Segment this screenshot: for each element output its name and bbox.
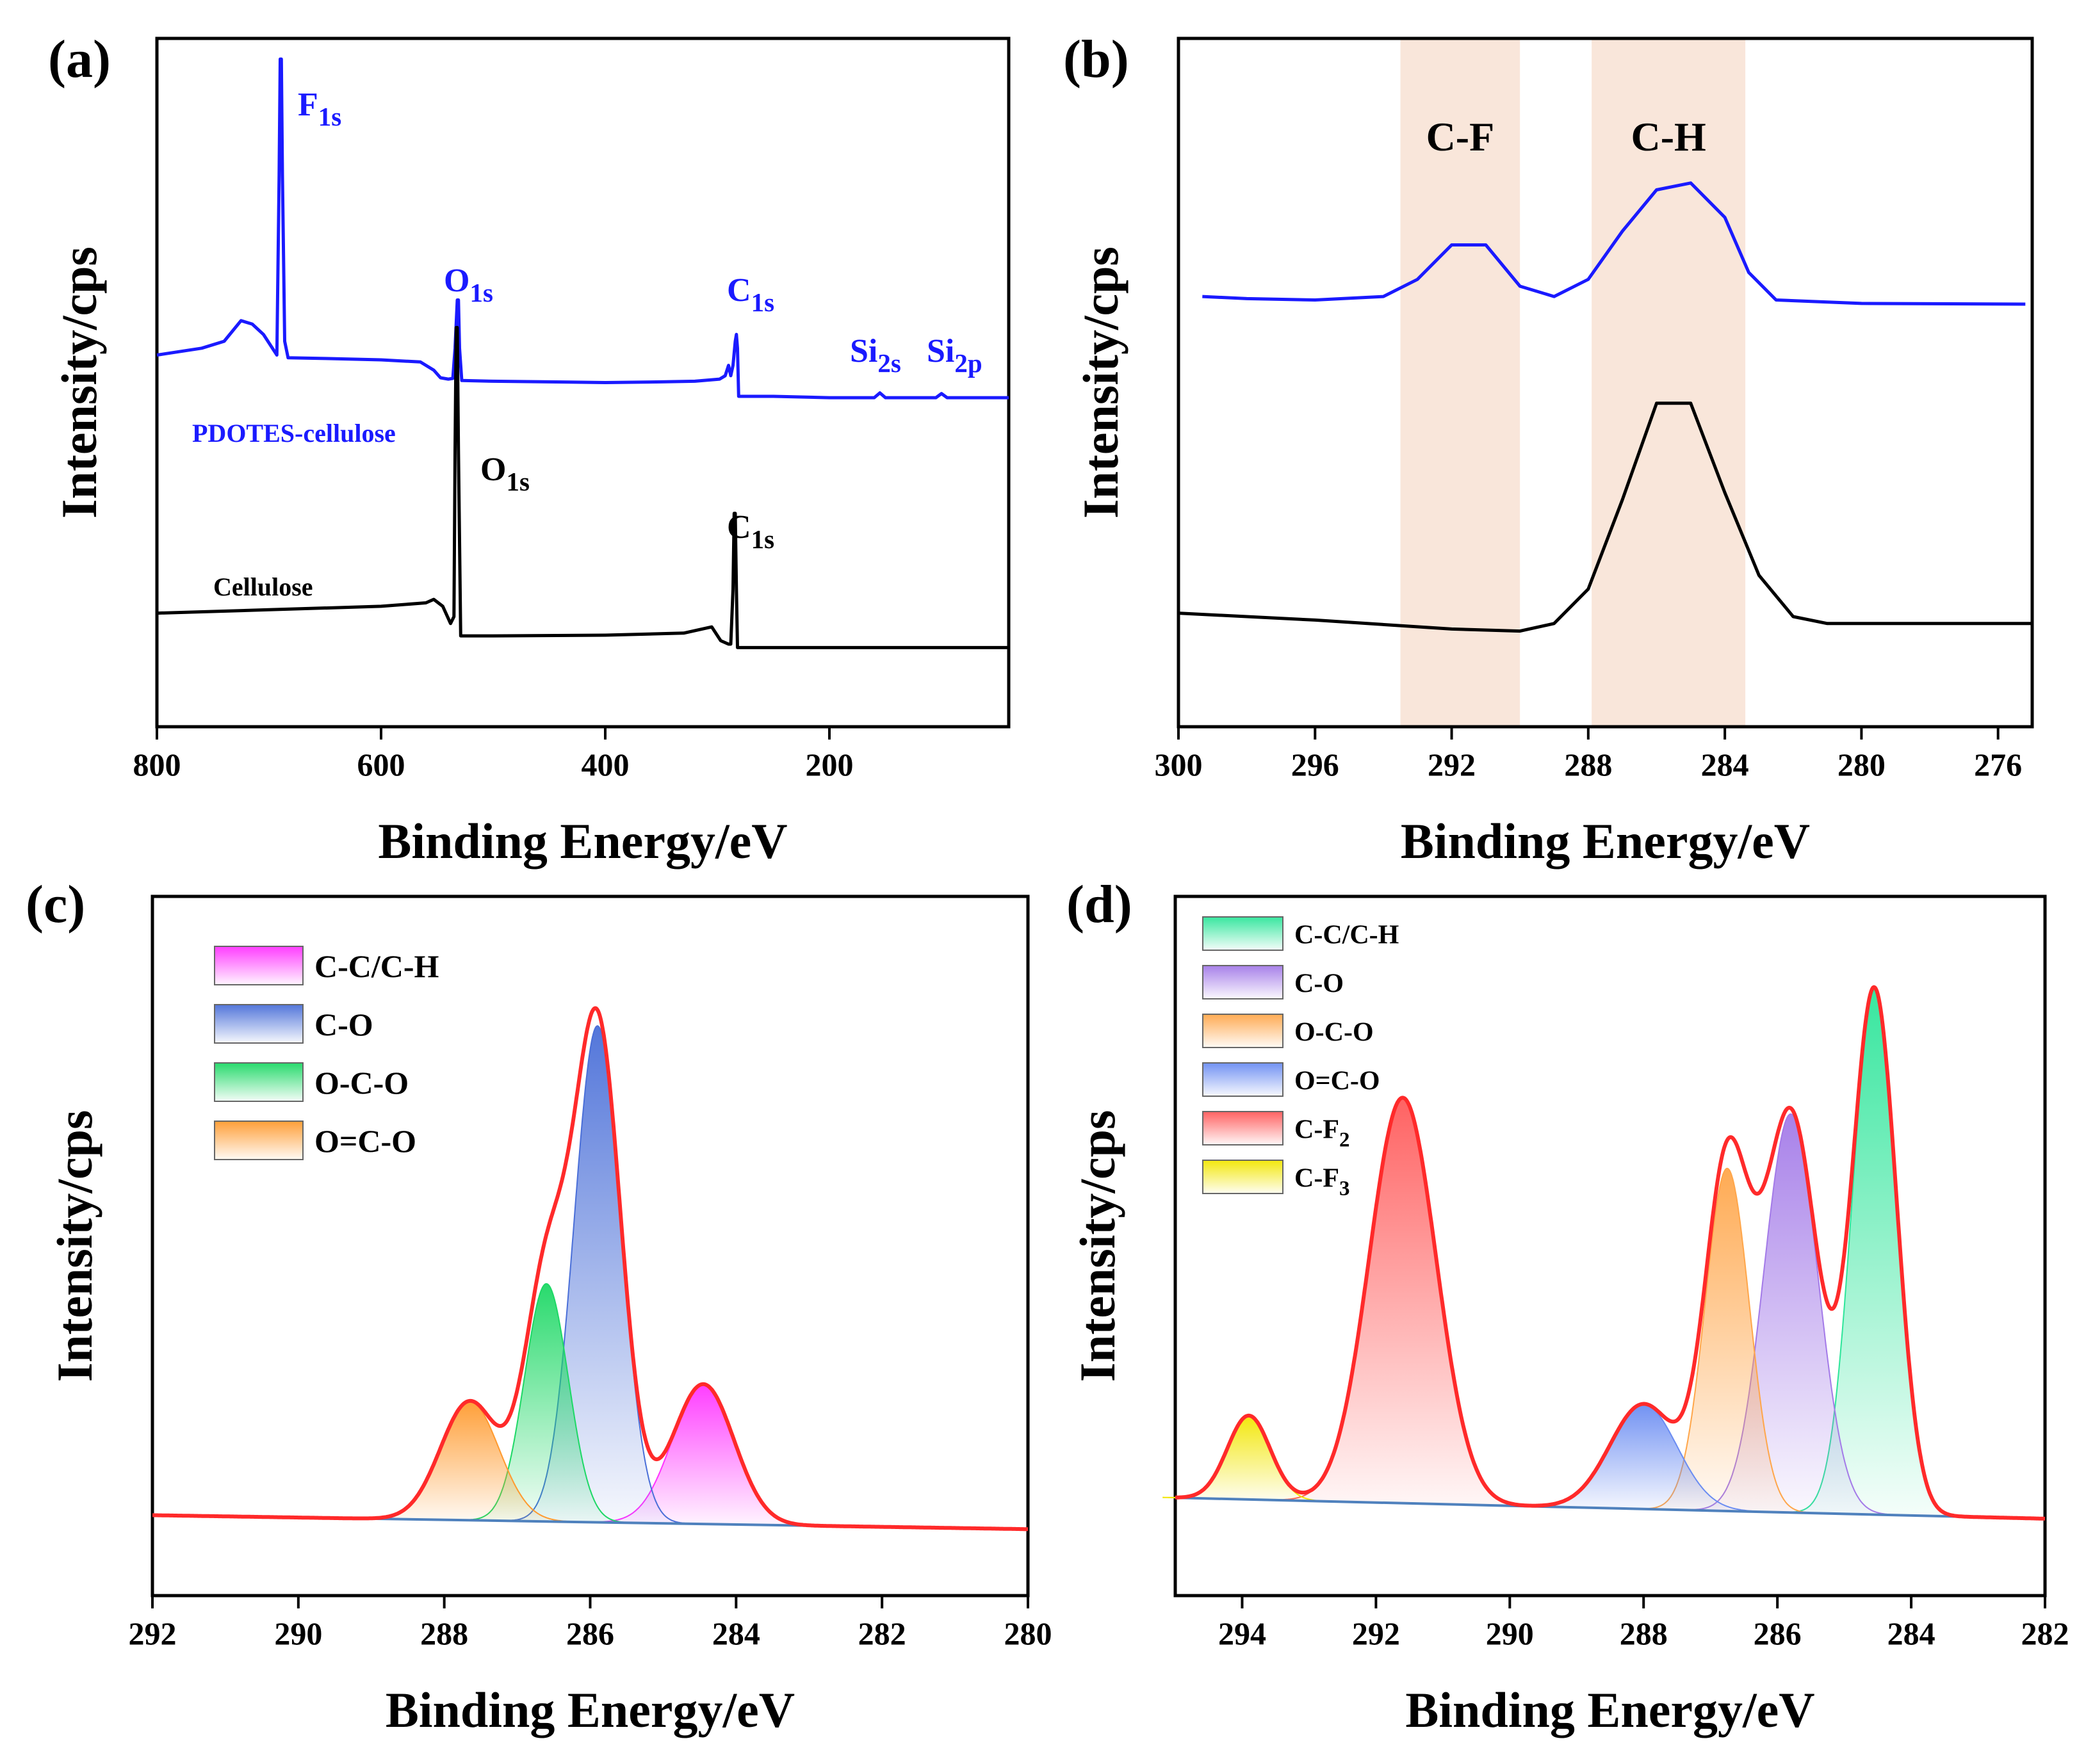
legend-swatch [214, 1062, 304, 1102]
panel-label: (d) [1066, 875, 1132, 934]
legend-label: C-O [1294, 969, 1344, 999]
panel-label: (b) [1063, 29, 1129, 89]
band-label: C-F [1426, 114, 1495, 159]
x-tick-label: 600 [357, 747, 405, 782]
panel-d: (d) 294 292 290 288 286 284 282 Binding Energy/e… [1066, 875, 2069, 1738]
panel-b: (b) 300 296 292 288 284 280 276 Binding Energy/e… [1063, 29, 2034, 869]
legend-label: C-C/C-H [314, 948, 439, 984]
legend-label: O-C-O [314, 1065, 409, 1101]
x-tick-label: 288 [420, 1615, 468, 1651]
panel-c: (c) 292 290 288 286 284 282 280 Binding Energy/e… [26, 875, 1052, 1738]
x-axis-label: Binding Energy/eV [378, 813, 787, 869]
panel-b: C-F C-H [1178, 38, 2032, 727]
fit-peak-c-f3 [1162, 1414, 1335, 1503]
panel-a: (a) 800 600 400 200 Binding Energy/eV Intensit… [48, 29, 1011, 869]
x-tick-label: 294 [1218, 1615, 1266, 1651]
y-axis-label: Intensity/cps [51, 247, 107, 519]
y-axis-label: Intensity/cps [1070, 1110, 1125, 1382]
legend-swatch [214, 1004, 304, 1044]
legend-label: O=C-O [1294, 1067, 1380, 1096]
x-tick-label: 800 [133, 747, 181, 782]
band-label: C-H [1631, 114, 1706, 159]
x-tick-label: 290 [1486, 1615, 1534, 1651]
envelope-line [151, 1006, 1029, 1532]
plot-frame [1173, 894, 2047, 1598]
x-tick-label: 284 [1887, 1615, 1935, 1651]
peak-annotation: C1s [727, 509, 774, 554]
x-tick-label: 288 [1564, 747, 1612, 782]
y-axis-label: Intensity/cps [1073, 247, 1129, 519]
legend-label: C-F3 [1294, 1164, 1349, 1201]
peak-annotation: O1s [480, 451, 530, 496]
x-tick-label: 400 [582, 747, 630, 782]
legend: C-C/C-H C-O O-C-O O=C-O [214, 946, 439, 1160]
panel-label: (a) [48, 29, 111, 89]
legend-swatch [1202, 916, 1283, 951]
x-tick-label: 284 [712, 1615, 760, 1651]
x-tick-label: 292 [1352, 1615, 1400, 1651]
x-tick-label: 292 [1428, 747, 1476, 782]
x-tick-label: 282 [2021, 1615, 2069, 1651]
y-axis-label: Intensity/cps [47, 1110, 102, 1382]
legend-label: O-C-O [1294, 1018, 1374, 1048]
x-tick-label: 280 [1837, 747, 1886, 782]
peak-annotation: Si2p [927, 333, 982, 378]
x-tick-label: 282 [858, 1615, 906, 1651]
x-axis-label: Binding Energy/eV [386, 1682, 795, 1738]
series-line-cellulose [156, 326, 1009, 649]
legend-swatch [1202, 1111, 1283, 1145]
plot-frame [155, 36, 1011, 729]
series-label-pdotes-cellulose: PDOTES-cellulose [192, 419, 396, 448]
x-axis-label: Binding Energy/eV [1405, 1682, 1814, 1738]
x-tick-label: 276 [1974, 747, 2022, 782]
x-tick-label: 286 [1754, 1615, 1802, 1651]
peak-annotation: C1s [727, 272, 774, 317]
panel-label: (c) [26, 875, 85, 934]
legend-swatch [214, 1121, 304, 1160]
x-tick-label: 284 [1701, 747, 1749, 782]
legend-label: C-O [314, 1007, 373, 1042]
x-tick-label: 286 [566, 1615, 614, 1651]
series-line-pdotes-cellulose [1202, 181, 2026, 306]
x-tick-label: 292 [129, 1615, 177, 1651]
legend-label: C-C/C-H [1294, 921, 1399, 950]
legend-label: C-F2 [1294, 1115, 1349, 1152]
x-axis-label: Binding Energy/eV [1401, 813, 1810, 869]
plot-frame [1177, 36, 2034, 729]
legend-swatch [1202, 1014, 1283, 1048]
highlight-band [1592, 38, 1746, 727]
x-tick-label: 290 [274, 1615, 322, 1651]
legend-swatch [214, 946, 304, 985]
legend-swatch [1202, 1062, 1283, 1097]
x-tick-label: 296 [1291, 747, 1339, 782]
series-label-cellulose: Cellulose [213, 572, 313, 601]
baseline-line [1175, 1496, 2046, 1520]
legend: C-C/C-H C-O O-C-O O=C-O C-F2 C-F3 [1202, 916, 1399, 1201]
legend-label: O=C-O [314, 1123, 416, 1159]
legend-swatch [1202, 1160, 1283, 1194]
highlight-band [1400, 38, 1520, 727]
x-tick-label: 288 [1620, 1615, 1668, 1651]
series-line-cellulose [1178, 401, 2032, 633]
x-tick-label: 280 [1004, 1615, 1052, 1651]
series-line-pdotes-cellulose [156, 57, 1009, 400]
peak-annotation: F1s [298, 86, 341, 131]
fit-peak-c-f2 [1268, 1097, 1538, 1507]
legend-swatch [1202, 965, 1283, 999]
peak-annotation: Si2s [850, 333, 901, 378]
envelope-line [1174, 985, 2046, 1521]
peak-annotation: O1s [444, 263, 493, 307]
x-tick-label: 200 [806, 747, 854, 782]
x-tick-label: 300 [1155, 747, 1203, 782]
